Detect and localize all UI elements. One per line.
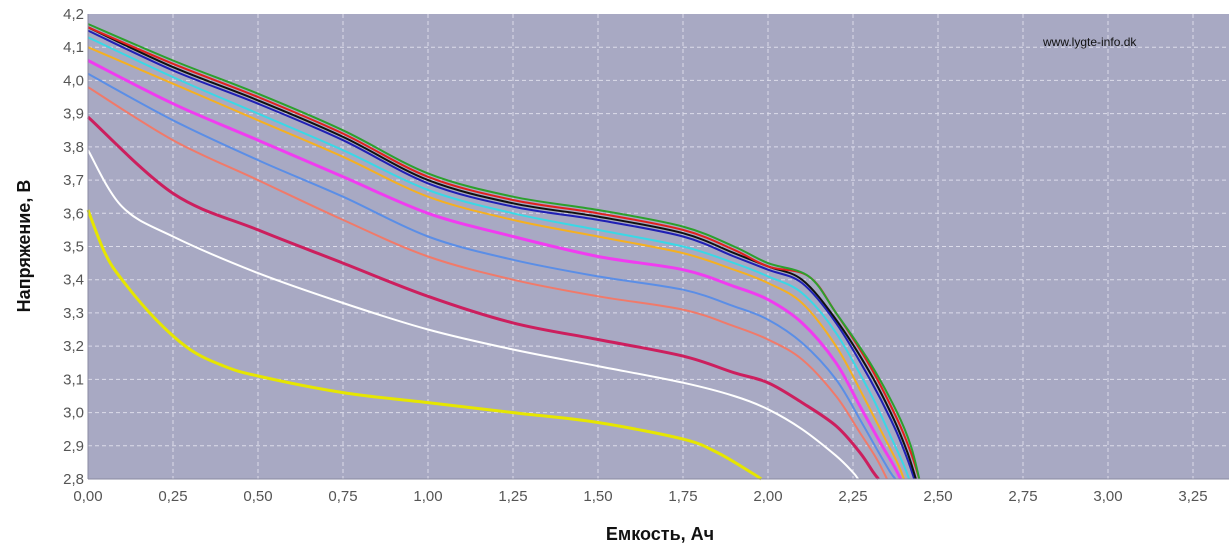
- x-tick-label: 0,00: [73, 488, 102, 505]
- y-tick-label: 2,9: [63, 438, 84, 455]
- y-tick-label: 3,1: [63, 371, 84, 388]
- series-line-2: [87, 26, 921, 480]
- y-tick-label: 4,2: [63, 6, 84, 23]
- series-line-10: [86, 115, 880, 480]
- series-layer: [86, 23, 921, 481]
- watermark-label: www.lygte-info.dk: [1042, 35, 1137, 49]
- y-tick-label: 3,8: [63, 139, 84, 156]
- y-tick-label: 3,7: [63, 172, 84, 189]
- y-tick-label: 3,6: [63, 205, 84, 222]
- axis-ticks: 0,00 0,25 0,50 0,75 1,00 1,25 1,50 1,75 2,00 2,25…: [63, 6, 1229, 505]
- y-tick-label: 3,4: [63, 272, 84, 289]
- series-line-11: [87, 149, 859, 480]
- x-axis-title: Емкость, Ач: [606, 524, 714, 544]
- series-line-5: [87, 36, 911, 480]
- x-tick-label: 2,00: [753, 488, 782, 505]
- series-line-7: [87, 59, 902, 480]
- x-tick-label: 3,25: [1178, 488, 1207, 505]
- x-tick-label: 3,00: [1093, 488, 1122, 505]
- x-tick-label: 0,75: [328, 488, 357, 505]
- x-tick-label: 1,75: [668, 488, 697, 505]
- y-tick-label: 4,0: [63, 72, 84, 89]
- x-tick-label: 2,25: [838, 488, 867, 505]
- series-line-9: [87, 86, 888, 480]
- x-tick-label: 0,25: [158, 488, 187, 505]
- x-tick-label: 2,75: [1008, 488, 1037, 505]
- series-line-4: [87, 29, 916, 480]
- series-line-8: [87, 72, 897, 480]
- y-tick-label: 2,8: [63, 471, 84, 488]
- x-tick-label: 1,25: [498, 488, 527, 505]
- series-line-12: [86, 209, 763, 481]
- y-tick-label: 4,1: [63, 39, 84, 56]
- y-tick-label: 3,3: [63, 305, 84, 322]
- series-line-3: [87, 26, 917, 480]
- y-tick-label: 3,9: [63, 106, 84, 123]
- series-line-1: [87, 23, 921, 480]
- y-tick-label: 3,2: [63, 338, 84, 355]
- y-axis-title: Напряжение, В: [14, 180, 34, 313]
- y-tick-label: 3,0: [63, 405, 84, 422]
- x-tick-label: 1,50: [583, 488, 612, 505]
- x-tick-label: 1,00: [413, 488, 442, 505]
- series-line-6: [87, 46, 905, 480]
- x-tick-label: 2,50: [923, 488, 952, 505]
- y-tick-label: 3,5: [63, 239, 84, 256]
- x-tick-label: 0,50: [243, 488, 272, 505]
